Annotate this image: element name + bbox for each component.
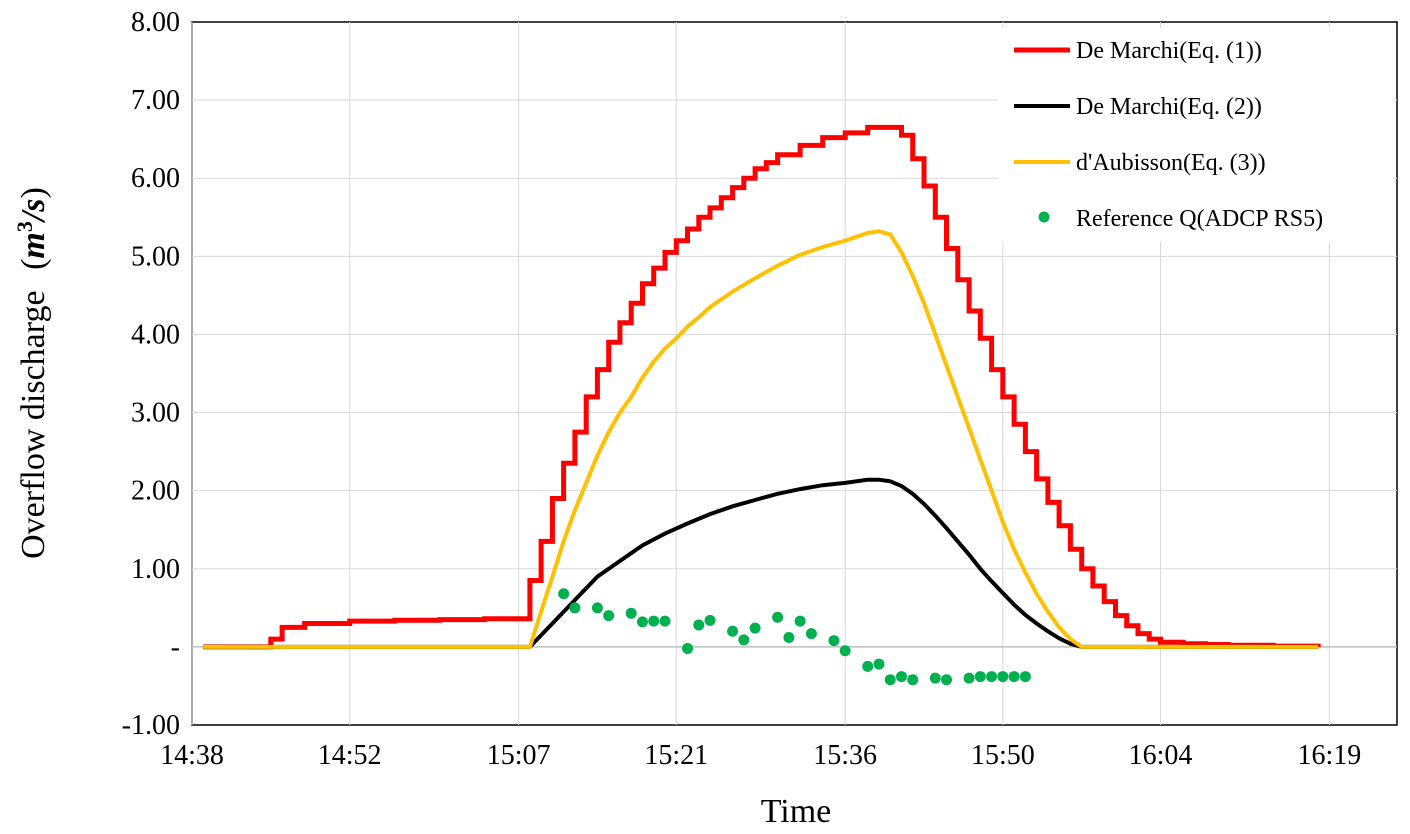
reference-point xyxy=(941,674,953,686)
reference-point xyxy=(625,607,637,619)
reference-point xyxy=(929,672,941,684)
reference-point xyxy=(603,610,615,622)
y-tick-label: 6.00 xyxy=(131,163,180,194)
y-axis-unit-var: m xyxy=(15,232,52,258)
reference-point xyxy=(749,622,761,634)
reference-point xyxy=(693,619,705,631)
reference-point xyxy=(805,628,817,640)
x-axis-title: Time xyxy=(761,793,832,830)
x-tick-label: 14:52 xyxy=(318,740,382,771)
x-tick-label: 16:19 xyxy=(1298,740,1362,771)
x-tick-label: 14:38 xyxy=(160,740,224,771)
y-tick-label: - xyxy=(171,632,180,663)
y-axis-unit-slash: / xyxy=(15,208,52,224)
reference-point xyxy=(828,635,840,647)
series-line-de-marchi-eq-2 xyxy=(203,477,1319,649)
legend-marker xyxy=(1038,211,1050,223)
reference-point xyxy=(873,658,885,670)
series-line-de-marchi-eq-1 xyxy=(203,124,1321,650)
y-tick-labels: -1.00-1.002.003.004.005.006.007.008.00 xyxy=(122,7,180,741)
y-tick-label: -1.00 xyxy=(122,710,180,741)
reference-point xyxy=(895,671,907,683)
legend-label: De Marchi(Eq. (1)) xyxy=(1076,38,1262,64)
reference-point xyxy=(727,625,739,637)
y-tick-label: 4.00 xyxy=(131,319,180,350)
legend-label: d'Aubisson(Eq. (3)) xyxy=(1076,150,1266,176)
reference-point xyxy=(569,602,581,614)
legend-label: De Marchi(Eq. (2)) xyxy=(1076,94,1262,120)
x-tick-label: 15:36 xyxy=(813,740,877,771)
y-axis-unit-open: ( xyxy=(15,259,52,270)
reference-point xyxy=(704,614,716,626)
legend: De Marchi(Eq. (1)) De Marchi(Eq. (2)) d'Au… xyxy=(998,28,1393,242)
reference-point xyxy=(682,642,694,654)
reference-point xyxy=(558,588,570,600)
x-tick-label: 15:07 xyxy=(487,740,551,771)
reference-point xyxy=(591,602,603,614)
reference-point xyxy=(738,634,750,646)
y-tick-label: 1.00 xyxy=(131,554,180,585)
reference-point xyxy=(794,615,806,627)
reference-point xyxy=(1008,671,1020,683)
reference-point xyxy=(783,632,795,644)
reference-point xyxy=(974,671,986,683)
reference-point xyxy=(884,674,896,686)
y-tick-label: 7.00 xyxy=(131,85,180,116)
reference-point xyxy=(1019,671,1031,683)
reference-point xyxy=(986,671,998,683)
y-axis-unit-close: ) xyxy=(15,187,52,198)
y-axis-title-text: Overflow discharge xyxy=(15,290,52,558)
legend-label: Reference Q(ADCP RS5) xyxy=(1076,206,1323,232)
reference-point xyxy=(862,660,874,672)
x-tick-label: 15:21 xyxy=(644,740,708,771)
reference-point xyxy=(659,615,671,627)
reference-point xyxy=(839,645,851,657)
y-tick-label: 5.00 xyxy=(131,241,180,272)
x-tick-label: 16:04 xyxy=(1129,740,1193,771)
y-axis-title: Overflow discharge (m3/s) xyxy=(12,187,52,559)
y-tick-label: 3.00 xyxy=(131,398,180,429)
x-tick-labels: 14:38 14:52 15:07 15:21 15:36 15:50 16:04 16:19 xyxy=(160,740,1361,771)
series-line-d-aubisson-eq-3 xyxy=(203,229,1319,649)
reference-point xyxy=(907,674,919,686)
reference-point xyxy=(997,671,1009,683)
y-axis-unit-exp: 3 xyxy=(12,221,37,232)
reference-point xyxy=(648,615,660,627)
y-tick-label: 2.00 xyxy=(131,476,180,507)
y-axis-unit-den: s xyxy=(15,198,52,212)
series-group xyxy=(203,124,1321,686)
x-tick-label: 15:50 xyxy=(971,740,1035,771)
reference-point xyxy=(963,672,975,684)
legend-background xyxy=(998,28,1393,242)
reference-point xyxy=(772,611,784,623)
y-tick-label: 8.00 xyxy=(131,7,180,38)
reference-point xyxy=(636,616,648,628)
